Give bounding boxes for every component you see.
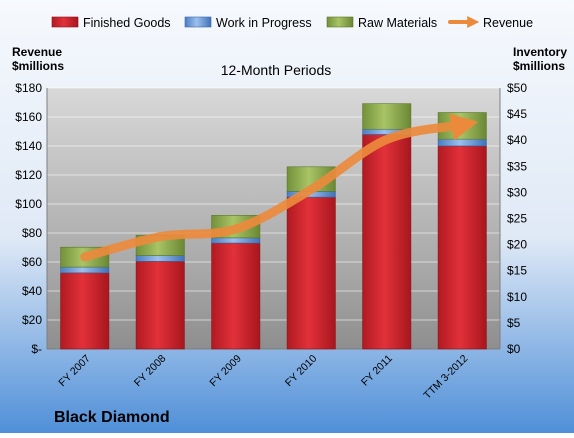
left-tick-label: $100 bbox=[15, 197, 42, 211]
bar-work-in-progress bbox=[212, 238, 260, 243]
left-tick-label: $40 bbox=[22, 284, 42, 298]
bar-raw-materials bbox=[363, 104, 411, 130]
left-tick-label: $60 bbox=[22, 255, 42, 269]
right-axis-title-line1: Inventory bbox=[513, 45, 567, 59]
bar-finished-goods bbox=[287, 197, 335, 349]
right-tick-label: $25 bbox=[507, 212, 527, 226]
right-tick-label: $45 bbox=[507, 107, 527, 121]
legend-label-work-in-progress: Work in Progress bbox=[216, 16, 312, 30]
right-tick-label: $50 bbox=[507, 81, 527, 95]
legend-label-finished-goods: Finished Goods bbox=[83, 16, 171, 30]
legend-swatch-work-in-progress bbox=[185, 17, 211, 27]
right-tick-label: $15 bbox=[507, 264, 527, 278]
right-tick-label: $20 bbox=[507, 238, 527, 252]
left-tick-label: $- bbox=[31, 342, 42, 356]
bar-work-in-progress bbox=[438, 139, 486, 146]
bar-finished-goods bbox=[61, 273, 109, 349]
bar-work-in-progress bbox=[61, 267, 109, 273]
right-tick-label: $0 bbox=[507, 342, 521, 356]
right-tick-label: $30 bbox=[507, 185, 527, 199]
bar-finished-goods bbox=[438, 146, 486, 349]
legend-label-revenue: Revenue bbox=[483, 16, 533, 30]
left-tick-label: $140 bbox=[15, 139, 42, 153]
right-tick-label: $10 bbox=[507, 290, 527, 304]
left-tick-label: $120 bbox=[15, 168, 42, 182]
right-tick-label: $35 bbox=[507, 159, 527, 173]
bar-work-in-progress bbox=[136, 256, 184, 262]
company-name: Black Diamond bbox=[54, 409, 170, 426]
left-tick-label: $160 bbox=[15, 110, 42, 124]
left-tick-label: $20 bbox=[22, 313, 42, 327]
left-tick-label: $180 bbox=[15, 81, 42, 95]
bar-finished-goods bbox=[363, 134, 411, 349]
bar-finished-goods bbox=[136, 261, 184, 349]
right-tick-label: $5 bbox=[507, 316, 521, 330]
legend-label-raw-materials: Raw Materials bbox=[358, 16, 437, 30]
left-axis-title-line2: $millions bbox=[12, 59, 64, 73]
legend-swatch-raw-materials bbox=[327, 17, 353, 27]
bar-finished-goods bbox=[212, 243, 260, 349]
legend-swatch-finished-goods bbox=[52, 17, 78, 27]
chart-title: 12-Month Periods bbox=[221, 62, 332, 78]
left-tick-label: $80 bbox=[22, 226, 42, 240]
left-axis-title-line1: Revenue bbox=[12, 45, 62, 59]
right-axis-title-line2: $millions bbox=[513, 59, 565, 73]
right-tick-label: $40 bbox=[507, 133, 527, 147]
